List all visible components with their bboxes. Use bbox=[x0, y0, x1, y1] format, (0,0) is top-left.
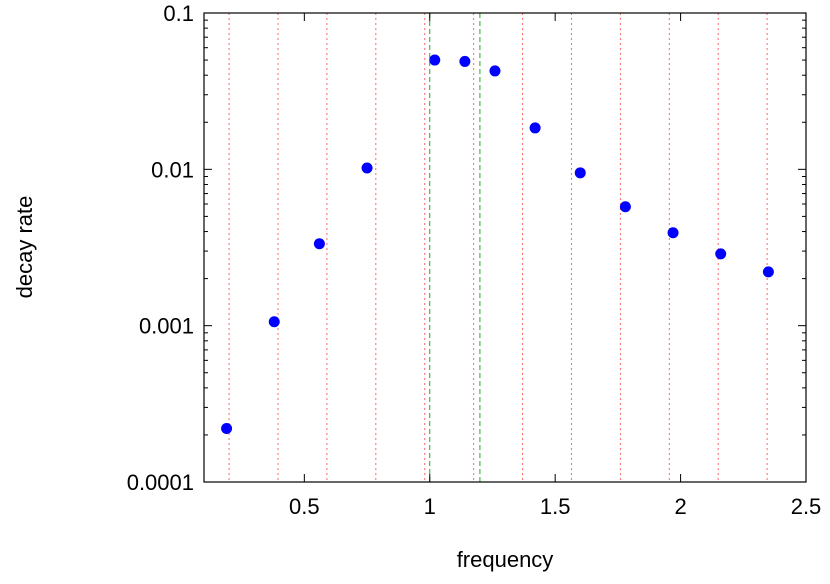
data-point bbox=[268, 316, 280, 328]
data-point bbox=[574, 167, 586, 179]
data-point bbox=[459, 55, 471, 67]
data-point bbox=[221, 422, 233, 434]
data-point bbox=[762, 266, 774, 278]
x-tick-label: 1.5 bbox=[540, 494, 571, 519]
data-point bbox=[529, 122, 541, 134]
y-tick-label: 0.1 bbox=[163, 1, 194, 26]
data-point bbox=[361, 162, 373, 174]
data-point bbox=[429, 54, 441, 66]
data-point bbox=[715, 248, 727, 260]
data-point bbox=[313, 238, 325, 250]
x-tick-label: 2 bbox=[674, 494, 686, 519]
plot-frame bbox=[203, 12, 807, 483]
data-point bbox=[667, 227, 679, 239]
y-tick-label: 0.01 bbox=[151, 157, 194, 182]
y-axis-label: decay rate bbox=[12, 196, 37, 299]
y-tick-label: 0.001 bbox=[139, 314, 194, 339]
x-tick-label: 0.5 bbox=[289, 494, 320, 519]
data-point bbox=[619, 201, 631, 213]
y-tick-label: 0.0001 bbox=[127, 470, 194, 495]
x-tick-label: 2.5 bbox=[791, 494, 822, 519]
x-axis-label: frequency bbox=[457, 547, 554, 572]
data-point bbox=[489, 65, 501, 77]
x-tick-label: 1 bbox=[424, 494, 436, 519]
